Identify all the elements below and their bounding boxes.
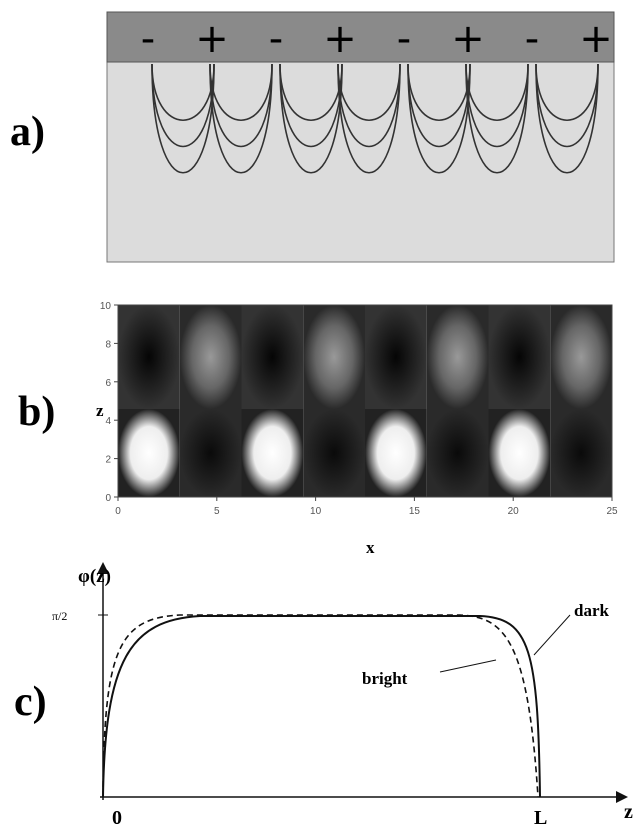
field-line <box>151 63 215 174</box>
x-tick-label: 5 <box>214 506 220 517</box>
field-line <box>209 63 273 121</box>
cell <box>550 305 612 409</box>
x-tick-label: 0 <box>115 506 121 517</box>
panel-label: c) <box>14 679 47 725</box>
y-tick-label: 4 <box>105 416 111 427</box>
charge-sign: - <box>525 16 539 62</box>
x-origin-label: 0 <box>112 807 122 829</box>
x-tick-label: 15 <box>409 506 421 517</box>
cell <box>365 409 427 497</box>
x-tick-label: 10 <box>310 506 322 517</box>
field-line <box>337 63 401 174</box>
cell <box>365 305 427 409</box>
field-line <box>209 63 273 148</box>
charge-sign: + <box>323 16 357 62</box>
x-axis-label: x <box>366 538 375 557</box>
x-tick-label: 25 <box>606 506 618 517</box>
field-line <box>407 63 471 174</box>
bright-curve <box>102 614 539 798</box>
curve-label: bright <box>362 669 408 688</box>
field-lines <box>151 63 599 174</box>
charge-sign: + <box>579 16 613 62</box>
curve-label: dark <box>574 601 610 620</box>
cell <box>488 409 551 497</box>
y-tick-label: 8 <box>105 339 111 350</box>
cell <box>179 305 242 409</box>
cell <box>488 305 551 409</box>
cell <box>550 409 612 497</box>
leader <box>439 659 497 673</box>
field-line <box>535 63 599 174</box>
charge-sign: - <box>141 16 155 62</box>
charge-sign: - <box>397 16 411 62</box>
field-line <box>337 63 401 121</box>
y-tick-label: 2 <box>105 455 111 466</box>
cell <box>118 409 180 497</box>
surface <box>106 11 615 63</box>
cell <box>118 305 180 409</box>
field-line <box>279 63 343 174</box>
field-line <box>535 63 599 121</box>
y-axis-label: φ(z) <box>78 566 111 587</box>
field-line <box>465 63 529 121</box>
dark-curve <box>102 615 541 798</box>
x-end-label: L <box>534 807 547 829</box>
cell <box>241 305 304 409</box>
cell <box>426 305 489 409</box>
leader <box>533 614 571 656</box>
field-line <box>465 63 529 174</box>
cell <box>303 305 365 409</box>
charge-sign: + <box>451 16 485 62</box>
cell <box>426 409 489 497</box>
charge-sign: - <box>269 16 283 62</box>
y-axis-label: z <box>96 401 104 420</box>
cell <box>179 409 242 497</box>
cell <box>303 409 365 497</box>
x-tick-label: 20 <box>508 506 520 517</box>
panel-label: a) <box>10 109 45 155</box>
panel-label: b) <box>18 389 55 435</box>
field-line <box>337 63 401 148</box>
y-tick-label: 10 <box>100 301 112 312</box>
y-tick-label: 0 <box>105 493 111 504</box>
cell <box>241 409 304 497</box>
field-line <box>209 63 273 174</box>
x-axis-label: z <box>624 801 633 823</box>
plot-frame <box>117 304 613 498</box>
y-tick-label: 6 <box>105 378 111 389</box>
charge-sign: + <box>195 16 229 62</box>
y-tick-label: π/2 <box>52 609 67 623</box>
field-line <box>535 63 599 148</box>
field-line <box>465 63 529 148</box>
intensity-map <box>118 305 612 497</box>
